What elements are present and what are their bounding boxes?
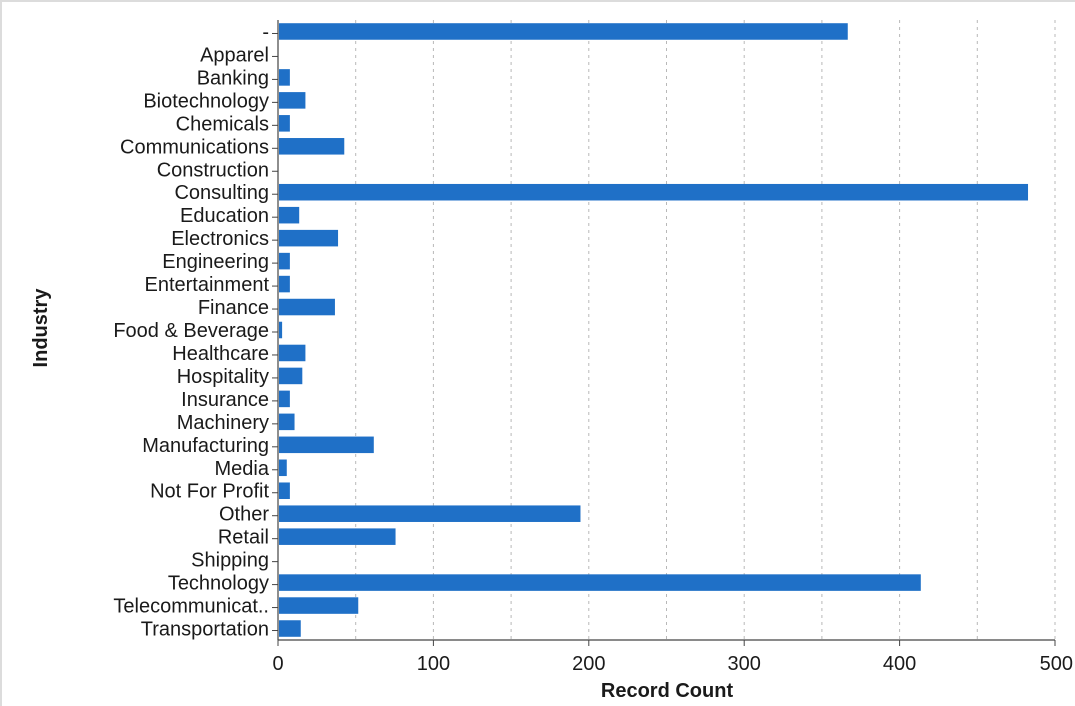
y-tick-label: Finance	[198, 297, 269, 319]
bar	[279, 69, 290, 86]
y-tick-labels: -ApparelBankingBiotechnologyChemicalsCom…	[113, 21, 270, 640]
y-tick-label: Other	[219, 504, 269, 526]
bar	[279, 298, 335, 316]
y-tick-label: Biotechnology	[143, 90, 269, 112]
bar	[279, 252, 290, 270]
y-tick-label: Healthcare	[172, 343, 269, 365]
y-tick-label: Food & Beverage	[113, 320, 269, 342]
bar	[279, 413, 295, 431]
bar	[279, 23, 848, 40]
x-axis-title: Record Count	[601, 680, 734, 702]
y-tick-label: Hospitality	[177, 366, 269, 388]
bar	[279, 206, 300, 224]
bar	[279, 229, 339, 247]
bar	[279, 92, 306, 109]
bar	[279, 183, 1029, 201]
y-tick-label: Shipping	[191, 550, 269, 572]
bar	[279, 115, 290, 132]
y-tick-label: Construction	[157, 159, 269, 181]
y-tick-label: Telecommunicat..	[113, 596, 269, 618]
x-tick-label: 0	[272, 653, 283, 675]
x-tick-label: 500	[1040, 653, 1073, 675]
bar	[279, 482, 290, 500]
y-tick-label: Entertainment	[144, 274, 269, 296]
y-tick-label: Apparel	[200, 44, 269, 66]
y-axis-title: Industry	[30, 288, 52, 368]
y-tick-label: Media	[215, 458, 270, 480]
y-tick-label: Banking	[197, 67, 269, 89]
bar	[279, 367, 303, 385]
y-tick-label: Transportation	[141, 619, 269, 641]
y-tick-label: Engineering	[162, 251, 269, 273]
bar	[279, 459, 287, 477]
x-tick-label: 200	[572, 653, 605, 675]
y-tick-label: Manufacturing	[142, 435, 269, 457]
bar	[279, 505, 581, 522]
bar	[279, 321, 283, 339]
y-tick-label: Consulting	[174, 182, 269, 204]
y-tick-label: Chemicals	[176, 113, 269, 135]
y-tick-label: Not For Profit	[150, 481, 269, 503]
y-tick-label: Communications	[120, 136, 269, 158]
bar	[279, 620, 301, 637]
bar	[279, 138, 345, 155]
y-tick-label: Machinery	[177, 412, 269, 434]
y-tick-label: Education	[180, 205, 269, 227]
bar	[279, 390, 290, 408]
grid-lines	[355, 20, 1056, 640]
y-tick-label: Insurance	[181, 389, 269, 411]
x-tick-label: 100	[417, 653, 450, 675]
axes	[272, 20, 1056, 646]
bar	[279, 574, 921, 591]
x-tick-labels: 0 100 200 300 400 500	[272, 653, 1073, 675]
bar	[279, 436, 374, 454]
bar	[279, 597, 359, 614]
y-tick-label: -	[262, 21, 269, 43]
y-tick-label: Electronics	[171, 228, 269, 250]
y-tick-label: Retail	[218, 527, 269, 549]
bar	[279, 344, 306, 362]
x-tick-label: 400	[883, 653, 916, 675]
y-tick-label: Technology	[168, 573, 269, 595]
x-tick-label: 300	[728, 653, 761, 675]
bar	[279, 275, 290, 293]
bars	[279, 23, 1029, 637]
bar	[279, 528, 396, 545]
